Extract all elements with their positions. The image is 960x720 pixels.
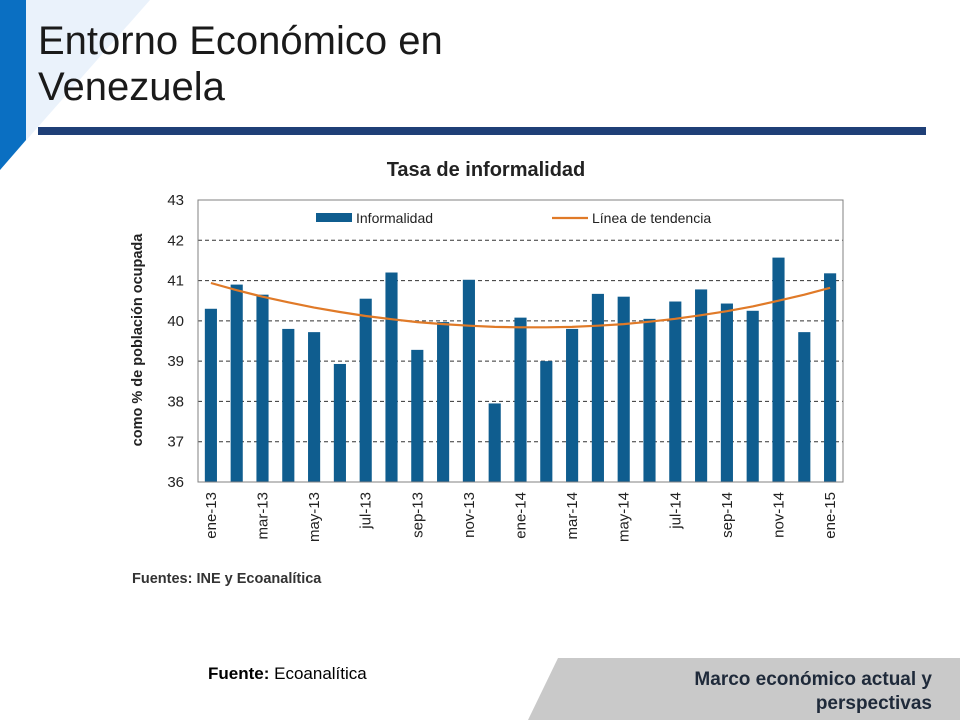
slide-title: Entorno Económico en Venezuela: [38, 18, 898, 110]
bar: [695, 289, 708, 482]
informality-chart: Tasa de informalidad 36 37 38 39 40 41 42 43 en…: [130, 159, 844, 587]
legend-line-label: Línea de tendencia: [592, 210, 711, 226]
y-tick-label: 43: [167, 192, 184, 209]
bar: [720, 303, 733, 482]
chart-source-note: Fuentes: INE y Ecoanalítica: [132, 571, 322, 587]
trend-line: [210, 281, 831, 329]
bar: [385, 272, 398, 482]
bar: [437, 322, 450, 482]
bar: [669, 301, 682, 482]
y-tick-label: 39: [167, 353, 184, 370]
chart-title: Tasa de informalidad: [387, 159, 586, 181]
plot-frame: [197, 199, 844, 483]
y-tick-label: 41: [167, 273, 184, 290]
bar: [462, 279, 475, 482]
y-tick-label: 42: [167, 232, 184, 249]
bar: [204, 308, 217, 482]
footer-tab: [528, 658, 960, 720]
bar: [282, 328, 295, 482]
x-tick-label: may-13: [306, 492, 323, 542]
x-tick-label: may-14: [616, 492, 633, 542]
bar: [308, 332, 321, 482]
y-tick-label: 36: [167, 474, 184, 491]
bar: [566, 328, 579, 482]
y-axis-ticks: 36 37 38 39 40 41 42 43: [167, 192, 184, 491]
slide-title-line-2: Venezuela: [38, 65, 225, 109]
bar: [824, 273, 837, 482]
bar: [333, 363, 346, 482]
slide-source-value: Ecoanalítica: [274, 664, 367, 683]
bar: [359, 298, 372, 482]
x-tick-label: jul-13: [358, 492, 375, 530]
legend: Informalidad Línea de tendencia: [316, 210, 711, 226]
bar: [540, 361, 553, 482]
bar: [488, 403, 501, 482]
slide-source: Fuente: Ecoanalítica: [208, 664, 367, 684]
legend-bar-swatch: [316, 213, 352, 222]
x-tick-label: nov-14: [771, 492, 788, 538]
x-tick-label: nov-13: [461, 492, 478, 538]
bar: [256, 294, 269, 482]
x-tick-label: sep-13: [409, 492, 426, 538]
y-axis-label: como % de población ocupada: [130, 233, 146, 447]
footer-caption: Marco económico actual y perspectivas: [694, 669, 932, 714]
y-tick-label: 37: [167, 434, 184, 451]
x-tick-label: mar-14: [564, 492, 581, 540]
x-tick-label: ene-14: [513, 492, 530, 539]
x-tick-label: jul-14: [667, 492, 684, 530]
bar: [514, 317, 527, 482]
corner-accent: [0, 0, 150, 170]
x-tick-label: ene-15: [822, 492, 839, 539]
x-axis-ticks: ene-13 mar-13 may-13 jul-13 sep-13 nov-13 ene-…: [203, 492, 839, 542]
bar: [591, 293, 604, 482]
slide-title-line-1: Entorno Económico en: [38, 19, 443, 63]
bar: [746, 310, 759, 482]
y-tick-label: 40: [167, 313, 184, 330]
bar: [643, 318, 656, 482]
bar: [230, 284, 243, 482]
bar-series: [204, 257, 837, 482]
title-underline: [38, 127, 926, 135]
slide-source-label: Fuente:: [208, 664, 270, 683]
x-tick-label: ene-13: [203, 492, 220, 539]
x-tick-label: mar-13: [255, 492, 272, 540]
x-tick-label: sep-14: [719, 492, 736, 538]
legend-bar-label: Informalidad: [356, 210, 433, 226]
bar: [411, 349, 424, 482]
bar: [617, 296, 630, 482]
bar: [772, 257, 785, 482]
bar: [798, 332, 811, 482]
y-tick-label: 38: [167, 393, 184, 410]
